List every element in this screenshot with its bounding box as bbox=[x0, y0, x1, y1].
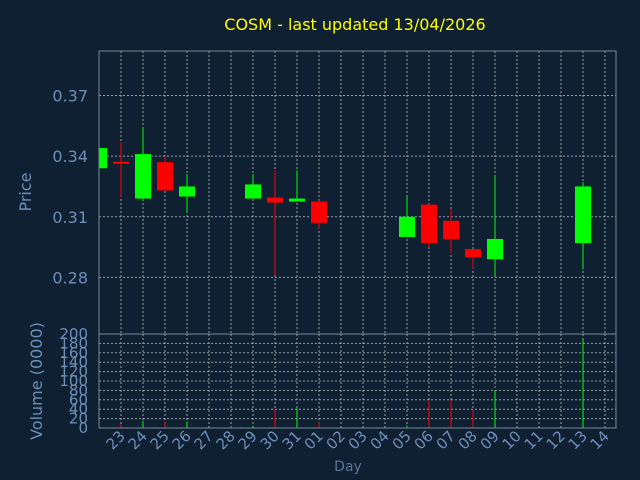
volume-tick-label: 140 bbox=[59, 353, 88, 371]
volume-tick-label: 180 bbox=[59, 334, 88, 352]
x-axis-label: Day bbox=[334, 459, 362, 475]
candle-body bbox=[421, 204, 437, 244]
candle-body bbox=[443, 220, 459, 239]
price-tick-label: 0.28 bbox=[52, 268, 88, 287]
volume-tick-label: 160 bbox=[59, 344, 88, 362]
candle-body bbox=[267, 197, 283, 203]
volume-gridlines bbox=[99, 333, 616, 429]
candles bbox=[98, 127, 591, 276]
price-tick-label: 0.31 bbox=[52, 208, 88, 227]
candle-body bbox=[399, 216, 415, 237]
volume-bars bbox=[120, 338, 584, 428]
volume-tick-label: 200 bbox=[59, 325, 88, 343]
price-tick-labels: 0.28 0.31 0.34 0.37 bbox=[52, 86, 88, 287]
x-tick-labels: 2324252627282930310102030405060708091011… bbox=[103, 427, 613, 453]
candle-body bbox=[575, 186, 591, 244]
x-tick-label: 14 bbox=[587, 427, 613, 453]
volume-tick-label: 100 bbox=[59, 372, 88, 390]
price-axis-label: Price bbox=[16, 172, 35, 211]
volume-tick-label: 60 bbox=[69, 391, 88, 409]
volume-tick-label: 0 bbox=[78, 419, 88, 437]
chart-title: COSM - last updated 13/04/2026 bbox=[224, 15, 485, 34]
candle-body bbox=[245, 184, 261, 199]
volume-axis-label: Volume (0000) bbox=[27, 322, 46, 440]
volume-tick-label: 40 bbox=[69, 400, 88, 418]
volume-tick-label: 80 bbox=[69, 381, 88, 399]
candle-body bbox=[465, 249, 481, 258]
price-tick-label: 0.34 bbox=[52, 147, 88, 166]
candle-body bbox=[289, 198, 305, 202]
volume-tick-label: 120 bbox=[59, 363, 88, 381]
candle-body bbox=[487, 238, 503, 260]
candle-body bbox=[99, 148, 107, 169]
price-plot-frame bbox=[98, 50, 617, 335]
candle-body bbox=[135, 154, 151, 199]
volume-plot-frame bbox=[98, 333, 617, 429]
price-gridlines bbox=[99, 51, 616, 334]
candle-body bbox=[113, 161, 129, 164]
candle-body bbox=[311, 201, 327, 223]
volume-tick-label: 20 bbox=[69, 410, 88, 428]
price-tick-label: 0.37 bbox=[52, 86, 88, 105]
candle-body bbox=[157, 162, 173, 191]
candle-body bbox=[179, 186, 195, 197]
price-panel: 0.28 0.31 0.34 0.37 Price bbox=[16, 50, 617, 335]
